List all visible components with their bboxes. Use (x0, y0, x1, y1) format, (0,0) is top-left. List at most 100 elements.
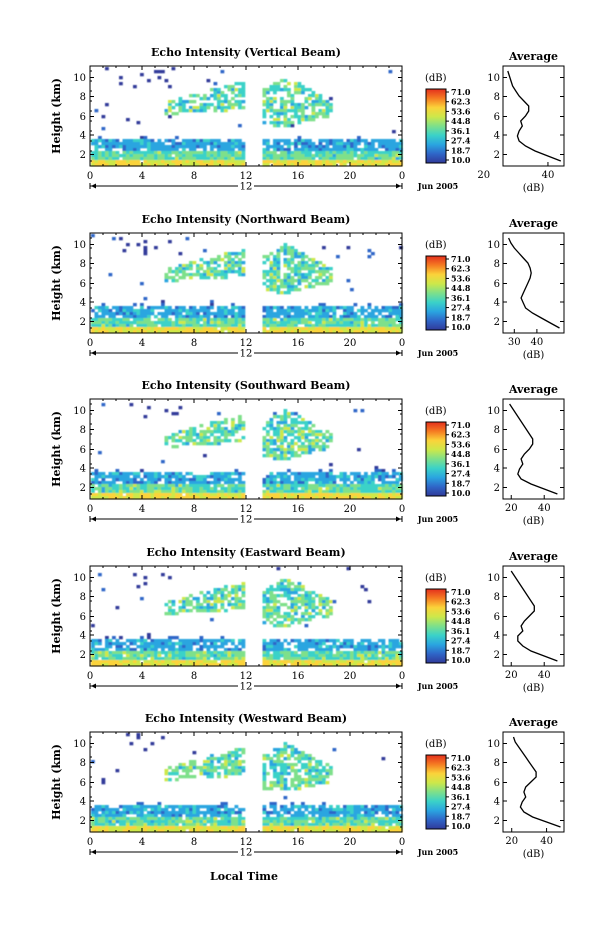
heatmap-cell (297, 645, 302, 649)
panel-title: Echo Intensity (Northward Beam) (142, 213, 351, 226)
heatmap-cell (276, 121, 281, 125)
heatmap-cell (175, 160, 179, 164)
heatmap-cell (304, 591, 309, 595)
heatmap-cell (105, 657, 109, 661)
heatmap-cell (220, 94, 225, 98)
heatmap-cell (168, 85, 172, 89)
heatmap-cell (262, 591, 267, 595)
heatmap-cell (276, 112, 281, 116)
heatmap-cell (287, 91, 291, 95)
heatmap-cell (360, 642, 365, 646)
panel-4: Echo Intensity (Eastward Beam)246810Heig… (50, 546, 565, 694)
heatmap-cell (276, 276, 281, 280)
heatmap-cell (108, 823, 113, 827)
heatmap-cell (101, 657, 106, 661)
heatmap-cell (94, 475, 99, 479)
heatmap-cell (371, 148, 375, 152)
heatmap-cell (105, 309, 109, 313)
heatmap-cell (287, 442, 291, 446)
heatmap-cell (231, 88, 235, 92)
heatmap-cell (280, 651, 284, 655)
heatmap-cell (332, 487, 337, 491)
heatmap-cell (171, 654, 176, 658)
heatmap-cell (203, 439, 207, 443)
heatmap-cell (273, 430, 277, 434)
heatmap-cell (336, 142, 340, 146)
heatmap-cell (322, 639, 326, 643)
heatmap-cell (381, 496, 386, 500)
heatmap-cell (217, 639, 221, 643)
range-bar-arrow-left (91, 350, 96, 356)
heatmap-cell (346, 493, 351, 497)
heatmap-cell (318, 493, 323, 497)
heatmap-cell (224, 276, 228, 280)
heatmap-cell (213, 106, 218, 110)
heatmap-cell (304, 445, 309, 449)
heatmap-cell (360, 157, 365, 161)
heatmap-cell (294, 472, 298, 476)
heatmap-cell (290, 327, 295, 331)
heatmap-cell (266, 591, 270, 595)
heatmap-cell (168, 826, 172, 830)
heatmap-cell (115, 312, 120, 316)
heatmap-cell (192, 493, 197, 497)
heatmap-cell (94, 306, 99, 310)
heatmap-cell (297, 103, 302, 107)
heatmap-cell (154, 327, 158, 331)
heatmap-cell (119, 826, 123, 830)
heatmap-cell (353, 409, 358, 413)
heatmap-cell (213, 657, 218, 661)
heatmap-cell (294, 312, 298, 316)
heatmap-cell (374, 645, 379, 649)
heatmap-cell (269, 448, 274, 452)
heatmap-cell (224, 496, 228, 500)
heatmap-cell (385, 330, 389, 334)
heatmap-cell (381, 315, 386, 319)
heatmap-cell (318, 303, 323, 307)
y-tick-label: 8 (80, 592, 86, 603)
heatmap-cell (133, 318, 137, 322)
heatmap-cell (164, 160, 169, 164)
heatmap-cell (157, 76, 162, 80)
heatmap-cell (178, 820, 183, 824)
heatmap-cell (133, 487, 137, 491)
heatmap-cell (297, 315, 302, 319)
heatmap-cell (133, 327, 137, 331)
heatmap-cell (360, 478, 365, 482)
heatmap-cell (224, 775, 228, 779)
heatmap-cell (399, 142, 403, 146)
heatmap-cell (101, 160, 106, 164)
heatmap-cell (192, 324, 197, 328)
heatmap-cell (287, 651, 291, 655)
heatmap-cell (325, 148, 330, 152)
heatmap-cell (203, 478, 207, 482)
profile-frame (502, 65, 565, 167)
heatmap-cell (273, 484, 277, 488)
heatmap-cell (325, 472, 330, 476)
heatmap-cell (164, 490, 169, 494)
heatmap-cell (140, 73, 144, 77)
heatmap-cell (185, 157, 190, 161)
heatmap-cell (353, 151, 358, 155)
heatmap-cell (224, 648, 228, 652)
heatmap-cell (192, 606, 197, 610)
heatmap-cell (290, 451, 295, 455)
heatmap-cell (287, 448, 291, 452)
heatmap-cell (140, 327, 144, 331)
heatmap-cell (203, 273, 207, 277)
heatmap-cell (220, 330, 225, 334)
heatmap-cell (210, 318, 214, 322)
heatmap-cell (308, 163, 312, 167)
heatmap-cell (287, 321, 291, 325)
heatmap-cell (213, 330, 218, 334)
heatmap-cell (175, 651, 179, 655)
heatmap-cell (119, 829, 123, 833)
heatmap-cell (266, 660, 270, 664)
heatmap-cell (269, 600, 274, 604)
heatmap-cell (203, 663, 207, 667)
profile-y-tick-label: 10 (487, 240, 500, 251)
heatmap-cell (101, 651, 106, 655)
heatmap-cell (332, 496, 337, 500)
heatmap-cell (301, 484, 305, 488)
heatmap-cell (276, 439, 281, 443)
